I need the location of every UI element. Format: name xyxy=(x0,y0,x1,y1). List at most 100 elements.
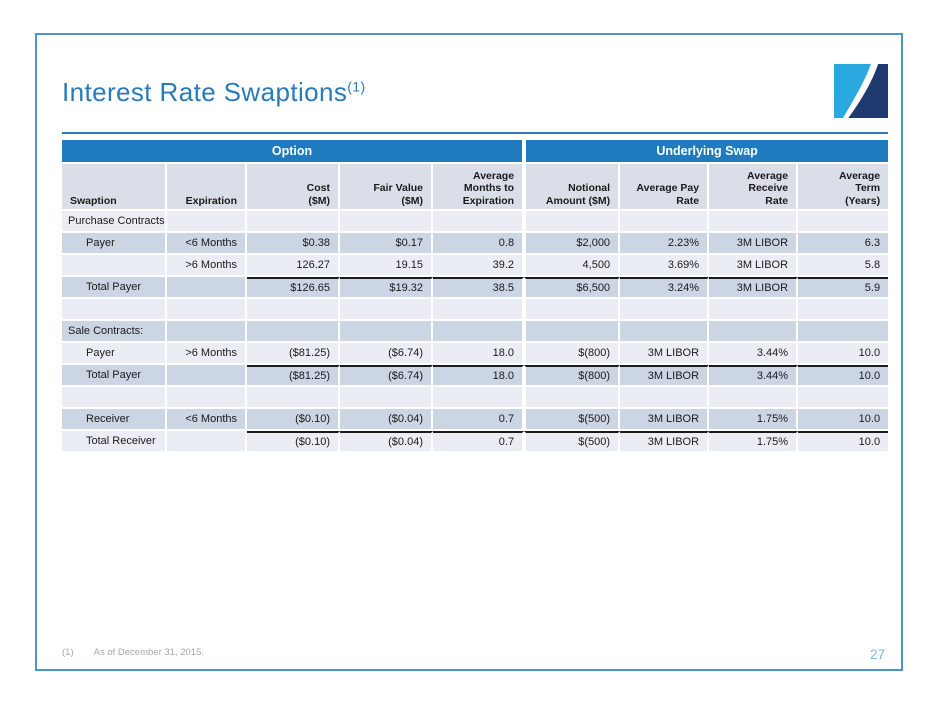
title-divider xyxy=(62,132,888,134)
cell-expiration xyxy=(167,277,247,299)
col-header-expiration: Expiration xyxy=(167,164,247,211)
slide-title: Interest Rate Swaptions(1) xyxy=(62,77,366,108)
table-row xyxy=(62,387,889,409)
cell-cost: ($81.25) xyxy=(247,365,340,387)
cell-avg-term: 10.0 xyxy=(798,409,889,431)
cell-avg-pay-rate xyxy=(620,321,710,343)
cell-notional-amount: $(800) xyxy=(524,343,621,365)
company-logo-icon xyxy=(834,64,888,118)
cell-avg-pay-rate: 3M LIBOR xyxy=(620,365,710,387)
page-number: 27 xyxy=(869,647,885,662)
cell-fair-value: $0.17 xyxy=(340,233,433,255)
cell-avg-months-to-expiration: 0.7 xyxy=(433,409,525,431)
cell-notional-amount xyxy=(524,321,621,343)
company-logo xyxy=(834,63,888,119)
slide: Interest Rate Swaptions(1) Option Underly… xyxy=(35,33,903,671)
cell-expiration xyxy=(167,321,247,343)
cell-expiration: <6 Months xyxy=(167,409,247,431)
cell-swaption: Total Payer xyxy=(62,277,167,299)
cell-cost xyxy=(247,387,340,409)
table-row: Payer <6 Months $0.38 $0.17 0.8 $2,000 2.23% 3M… xyxy=(62,233,889,255)
table-row: Total Receiver ($0.10) ($0.04) 0.7 $(500) 3M … xyxy=(62,431,889,453)
table-row: >6 Months 126.27 19.15 39.2 4,500 3.69% 3M LIB… xyxy=(62,255,889,277)
cell-avg-term: 5.9 xyxy=(798,277,889,299)
slide-title-text: Interest Rate Swaptions xyxy=(62,77,348,107)
cell-avg-months-to-expiration: 0.8 xyxy=(433,233,525,255)
cell-avg-term: 10.0 xyxy=(798,431,889,453)
cell-avg-months-to-expiration xyxy=(433,387,525,409)
swaptions-table: Option Underlying Swap Swaption Expiration C… xyxy=(62,140,889,453)
table-row: Total Payer $126.65 $19.32 38.5 $6,500 3.24% 3… xyxy=(62,277,889,299)
cell-avg-receive-rate: 3.44% xyxy=(709,343,799,365)
cell-avg-pay-rate: 3M LIBOR xyxy=(620,409,710,431)
cell-avg-term xyxy=(798,211,889,233)
cell-avg-pay-rate: 3.69% xyxy=(620,255,710,277)
col-header-avg-term: Average Term (Years) xyxy=(798,164,889,211)
cell-fair-value xyxy=(340,299,433,321)
cell-swaption: Total Receiver xyxy=(62,431,167,453)
cell-expiration xyxy=(167,211,247,233)
cell-fair-value: ($0.04) xyxy=(340,431,433,453)
cell-avg-term xyxy=(798,299,889,321)
table-row: Total Payer ($81.25) ($6.74) 18.0 $(800) 3M L… xyxy=(62,365,889,387)
cell-avg-receive-rate: 1.75% xyxy=(709,409,799,431)
cell-avg-months-to-expiration: 18.0 xyxy=(433,343,525,365)
col-header-cost: Cost ($M) xyxy=(247,164,340,211)
cell-notional-amount: $(500) xyxy=(524,431,621,453)
col-header-avg-receive-rate: Average Receive Rate xyxy=(709,164,799,211)
cell-avg-pay-rate: 3M LIBOR xyxy=(620,431,710,453)
cell-cost: ($0.10) xyxy=(247,431,340,453)
cell-swaption: Payer xyxy=(62,233,167,255)
cell-avg-term: 10.0 xyxy=(798,365,889,387)
cell-swaption: Payer xyxy=(62,343,167,365)
cell-fair-value: ($6.74) xyxy=(340,365,433,387)
cell-expiration xyxy=(167,387,247,409)
cell-expiration: <6 Months xyxy=(167,233,247,255)
cell-notional-amount: $(500) xyxy=(524,409,621,431)
cell-fair-value xyxy=(340,387,433,409)
cell-swaption xyxy=(62,387,167,409)
cell-avg-term: 6.3 xyxy=(798,233,889,255)
cell-avg-term: 5.8 xyxy=(798,255,889,277)
cell-notional-amount xyxy=(524,211,621,233)
cell-avg-pay-rate: 2.23% xyxy=(620,233,710,255)
table-row: Sale Contracts: xyxy=(62,321,889,343)
cell-expiration xyxy=(167,365,247,387)
cell-expiration: >6 Months xyxy=(167,343,247,365)
table-row: Payer >6 Months ($81.25) ($6.74) 18.0 $(800) 3… xyxy=(62,343,889,365)
col-header-notional-amount: Notional Amount ($M) xyxy=(524,164,621,211)
cell-avg-months-to-expiration xyxy=(433,211,525,233)
cell-avg-receive-rate xyxy=(709,321,799,343)
col-header-avg-months-to-expiration: Average Months to Expiration xyxy=(433,164,525,211)
cell-avg-receive-rate xyxy=(709,387,799,409)
cell-swaption: Receiver xyxy=(62,409,167,431)
cell-avg-receive-rate xyxy=(709,299,799,321)
cell-avg-pay-rate xyxy=(620,387,710,409)
cell-expiration xyxy=(167,299,247,321)
cell-notional-amount: 4,500 xyxy=(524,255,621,277)
cell-avg-months-to-expiration: 0.7 xyxy=(433,431,525,453)
cell-avg-receive-rate: 3.44% xyxy=(709,365,799,387)
cell-avg-receive-rate: 3M LIBOR xyxy=(709,233,799,255)
cell-avg-pay-rate xyxy=(620,299,710,321)
col-header-fair-value: Fair Value ($M) xyxy=(340,164,433,211)
cell-notional-amount: $(800) xyxy=(524,365,621,387)
cell-cost xyxy=(247,321,340,343)
cell-avg-receive-rate: 3M LIBOR xyxy=(709,277,799,299)
cell-avg-months-to-expiration: 18.0 xyxy=(433,365,525,387)
cell-avg-pay-rate: 3.24% xyxy=(620,277,710,299)
cell-fair-value: ($6.74) xyxy=(340,343,433,365)
cell-fair-value xyxy=(340,211,433,233)
col-header-swaption: Swaption xyxy=(62,164,167,211)
footnote: (1) As of December 31, 2015. xyxy=(62,647,204,658)
cell-cost: $126.65 xyxy=(247,277,340,299)
cell-fair-value: 19.15 xyxy=(340,255,433,277)
cell-avg-receive-rate xyxy=(709,211,799,233)
cell-swaption: Sale Contracts: xyxy=(62,321,167,343)
cell-avg-term xyxy=(798,321,889,343)
cell-fair-value: ($0.04) xyxy=(340,409,433,431)
cell-cost: $0.38 xyxy=(247,233,340,255)
footnote-marker: (1) xyxy=(62,647,74,658)
cell-avg-term: 10.0 xyxy=(798,343,889,365)
